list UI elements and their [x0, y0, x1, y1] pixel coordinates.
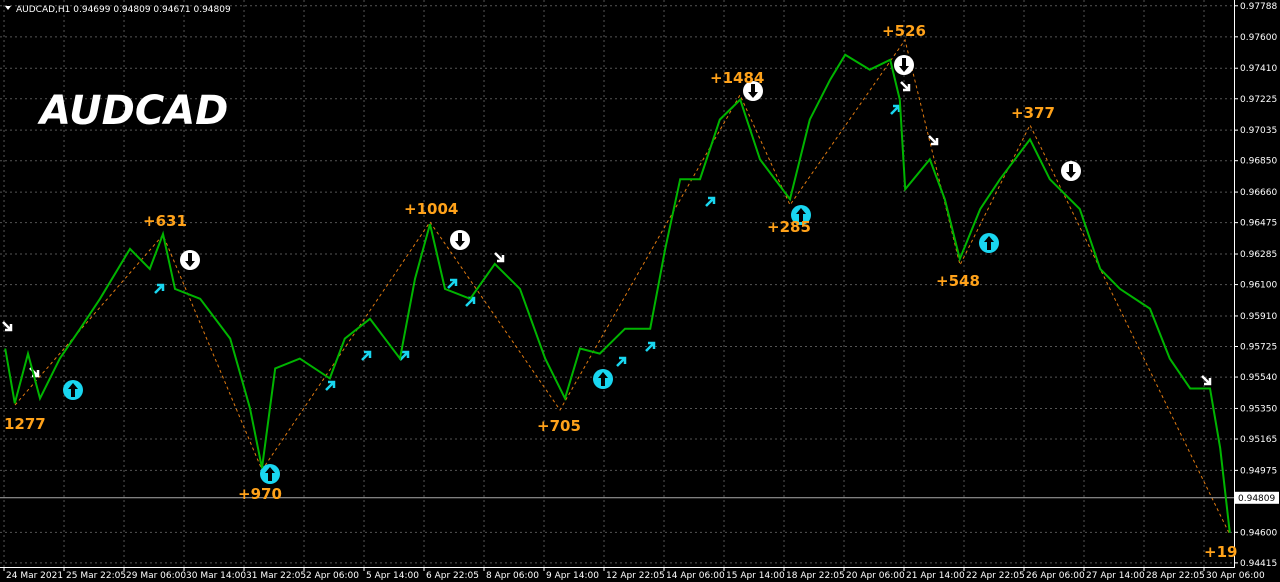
small-arrow [447, 278, 458, 289]
signal-arrow [899, 58, 909, 72]
y-axis [1234, 0, 1235, 567]
small-arrow [2, 321, 13, 332]
watermark: AUDCAD [37, 88, 228, 134]
small-arrow [890, 104, 901, 115]
x-tick-label: 15 Apr 14:00 [726, 571, 785, 581]
y-tick-label: 0.96850 [1240, 157, 1277, 167]
y-tick-label: 0.96285 [1240, 250, 1277, 260]
signal-arrow [185, 253, 195, 267]
y-tick-label: 0.95725 [1240, 343, 1277, 353]
x-tick-label: 20 Apr 06:00 [846, 571, 905, 581]
y-tick-label: 0.96660 [1240, 188, 1277, 198]
profit-label: +285 [767, 218, 811, 236]
profit-label: +631 [143, 212, 187, 230]
x-tick-label: 24 Mar 2021 [6, 571, 63, 581]
small-arrow [1201, 375, 1212, 386]
signal-arrow [748, 84, 758, 98]
small-arrow [325, 380, 336, 391]
x-tick-label: 5 Apr 14:00 [366, 571, 419, 581]
price-line [4, 53, 1231, 533]
y-tick-label: 0.95540 [1240, 373, 1277, 383]
profit-label: +1004 [404, 200, 458, 218]
small-arrow [928, 135, 939, 146]
x-tick-label: 30 Mar 14:00 [186, 571, 246, 581]
current-price-label: 0.94809 [1238, 494, 1275, 504]
y-tick-label: 0.97788 [1240, 2, 1277, 12]
small-arrow [361, 350, 372, 361]
signal-arrow [265, 467, 275, 481]
small-arrow [494, 252, 505, 263]
profit-label: +548 [936, 272, 980, 290]
x-tick-label: 26 Apr 06:00 [1026, 571, 1085, 581]
profit-label: +1484 [710, 69, 764, 87]
y-tick-label: 0.97035 [1240, 126, 1277, 136]
y-tick-label: 0.97410 [1240, 64, 1277, 74]
small-arrow [645, 341, 656, 352]
signal-arrow [796, 208, 806, 222]
small-arrow [900, 81, 911, 92]
y-tick-label: 0.95910 [1240, 312, 1277, 322]
menu-triangle [5, 6, 11, 10]
x-tick-label: 28 Apr 22:05 [1146, 571, 1205, 581]
y-tick-label: 0.95165 [1240, 435, 1277, 445]
small-arrow [154, 283, 165, 294]
y-tick-label: 0.97225 [1240, 95, 1277, 105]
x-tick-label: 21 Apr 14:00 [906, 571, 965, 581]
header: AUDCAD,H1 0.94699 0.94809 0.94671 0.9480… [16, 5, 231, 15]
x-tick-label: 25 Mar 22:05 [66, 571, 126, 581]
y-tick-label: 0.94975 [1240, 466, 1277, 476]
x-tick-label: 27 Apr 14:00 [1086, 571, 1145, 581]
x-tick-label: 9 Apr 14:00 [546, 571, 599, 581]
x-tick-label: 18 Apr 22:05 [786, 571, 845, 581]
x-axis [0, 567, 1235, 568]
profit-label: +377 [1011, 104, 1055, 122]
grid [0, 0, 1234, 567]
y-tick-label: 0.97600 [1240, 33, 1277, 43]
current-price-box [1235, 491, 1279, 504]
y-tick-label: 0.95350 [1240, 404, 1277, 414]
profit-label: +705 [537, 417, 581, 435]
y-tick-label: 0.96475 [1240, 219, 1277, 229]
small-arrow [616, 356, 627, 367]
x-tick-label: 6 Apr 22:05 [426, 571, 479, 581]
x-tick-label: 12 Apr 22:05 [606, 571, 665, 581]
x-tick-label: 2 Apr 06:00 [306, 571, 359, 581]
profit-label: 1277 [4, 415, 46, 433]
x-tick-label: 29 Mar 06:00 [126, 571, 186, 581]
y-tick-label: 0.94600 [1240, 528, 1277, 538]
y-tick-label: 0.94415 [1240, 559, 1277, 569]
small-arrow [705, 196, 716, 207]
y-tick-label: 0.96100 [1240, 281, 1277, 291]
profit-label: +19 [1204, 543, 1237, 561]
profit-label: +970 [238, 485, 282, 503]
signal-arrow [68, 383, 78, 397]
x-tick-label: 31 Mar 22:05 [246, 571, 306, 581]
profit-label: +526 [882, 22, 926, 40]
signal-arrow [984, 236, 994, 250]
x-tick-label: 14 Apr 06:00 [666, 571, 725, 581]
signal-arrow [598, 372, 608, 386]
x-tick-label: 8 Apr 06:00 [486, 571, 539, 581]
x-tick-label: 22 Apr 22:05 [966, 571, 1025, 581]
signal-arrow [1066, 164, 1076, 178]
x-tick-label: 30 Apr 06:00 [1206, 571, 1265, 581]
signal-arrow [455, 233, 465, 247]
signals [2, 55, 1212, 484]
small-arrow [399, 350, 410, 361]
